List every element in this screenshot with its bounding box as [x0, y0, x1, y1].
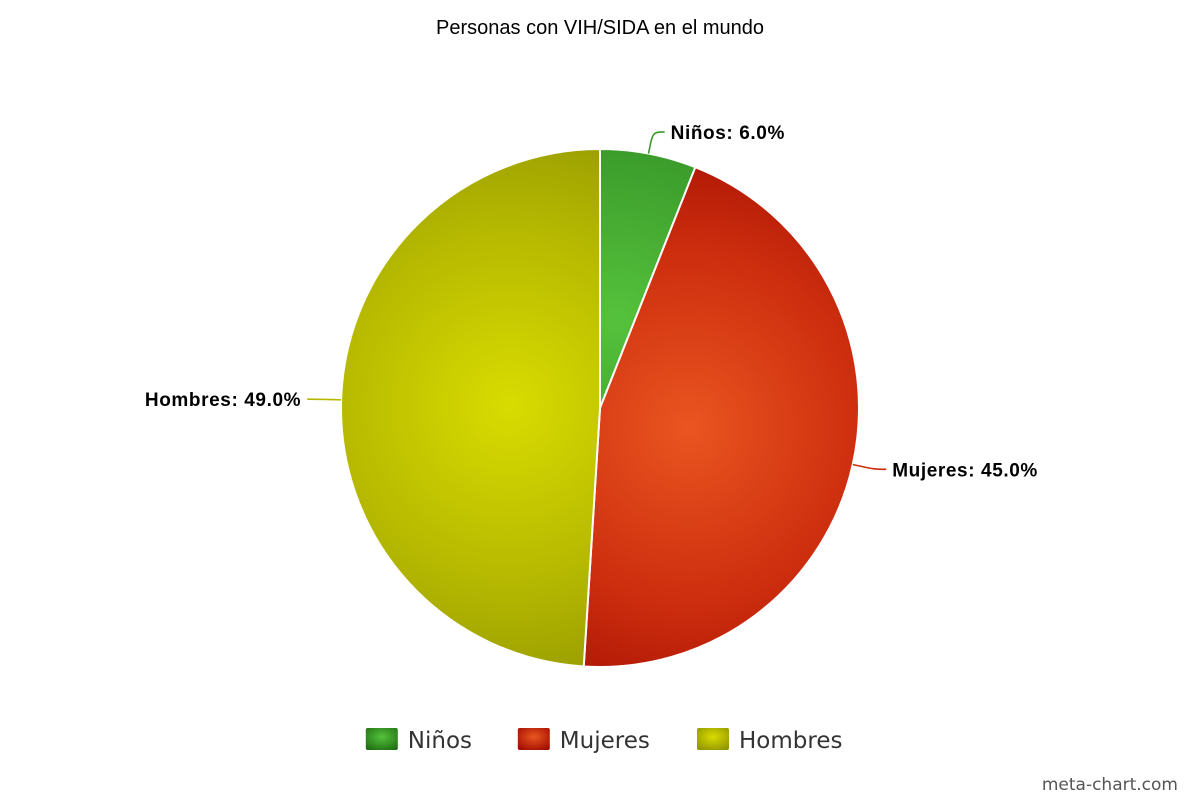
connector-hombres [307, 398, 342, 401]
data-labels: Niños: 6.0% Mujeres: 45.0% Hombres: 49.0% [145, 123, 1038, 481]
pie-slices [340, 147, 860, 668]
legend-swatch-hombres [697, 728, 729, 750]
chart-title: Personas con VIH/SIDA en el mundo [436, 17, 764, 39]
connector-mujeres [852, 463, 887, 471]
data-label-mujeres: Mujeres: 45.0% [892, 460, 1038, 481]
legend-item-ninos[interactable]: Niños [365, 728, 472, 754]
legend-item-hombres[interactable]: Hombres [697, 728, 842, 754]
legend-label-hombres: Hombres [739, 728, 842, 754]
legend-item-mujeres[interactable]: Mujeres [517, 728, 650, 754]
legend-label-mujeres: Mujeres [560, 728, 650, 754]
pie-slice-hombres [340, 147, 601, 668]
data-label-hombres: Hombres: 49.0% [145, 390, 301, 411]
connector-ninos [647, 131, 665, 154]
data-label-ninos: Niños: 6.0% [671, 123, 785, 144]
legend: Niños Mujeres Hombres [365, 728, 842, 754]
legend-swatch-mujeres [517, 728, 550, 750]
credit-text: meta-chart.com [1042, 775, 1178, 795]
label-connectors [307, 131, 887, 471]
legend-label-ninos: Niños [408, 728, 472, 754]
legend-swatch-ninos [365, 728, 398, 750]
pie-slice-mujeres [582, 165, 860, 668]
